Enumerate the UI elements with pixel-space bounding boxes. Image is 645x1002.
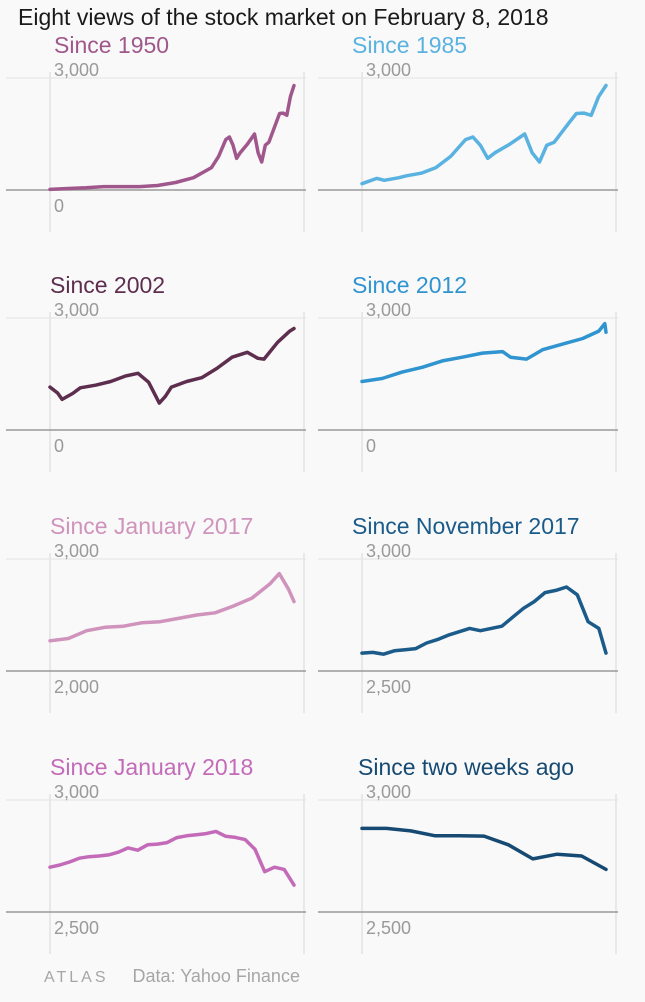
y-tick-label: 3,000 (366, 782, 411, 802)
y-tick-label: 0 (54, 196, 64, 216)
page-title: Eight views of the stock market on Febru… (18, 4, 549, 30)
panel-since-two-weeks-ago: Since two weeks ago 3,000 2,500 (318, 754, 618, 989)
y-tick-label: 2,000 (54, 677, 99, 697)
chart-since-1985: 3,000 (318, 60, 618, 232)
y-tick-label: 3,000 (54, 782, 99, 802)
chart-since-two-weeks-ago: 3,000 2,500 (318, 782, 618, 954)
panel-since-january-2017: Since January 2017 3,000 2,000 (6, 513, 306, 748)
y-tick-label: 2,500 (54, 918, 99, 938)
series-line (360, 826, 608, 872)
panel-since-2002: Since 2002 3,000 0 (6, 272, 306, 507)
series-line (48, 829, 296, 887)
panel-title: Since January 2018 (50, 754, 254, 780)
panel-title: Since 1985 (352, 32, 468, 58)
panel-since-1950: Since 1950 3,000 0 (6, 32, 306, 267)
y-tick-label: 3,000 (366, 541, 411, 561)
chart-since-2002: 3,000 0 (6, 300, 306, 472)
chart-since-january-2018: 3,000 2,500 (6, 782, 306, 954)
panel-since-2012: Since 2012 3,000 0 (318, 272, 618, 507)
panel-since-january-2018: Since January 2018 3,000 2,500 (6, 754, 306, 989)
series-line (48, 326, 296, 405)
y-tick-label: 3,000 (366, 300, 411, 320)
y-tick-label: 0 (54, 436, 64, 456)
chart-since-january-2017: 3,000 2,000 (6, 541, 306, 713)
panel-since-1985: Since 1985 3,000 (318, 32, 618, 267)
series-line (360, 83, 608, 186)
panel-title: Since two weeks ago (358, 754, 575, 780)
y-tick-label: 3,000 (54, 300, 99, 320)
y-tick-label: 2,500 (366, 918, 411, 938)
panel-title: Since 2012 (352, 272, 468, 298)
atlas-logo: ATLAS (44, 969, 109, 986)
y-tick-label: 0 (366, 436, 376, 456)
series-line (360, 585, 608, 656)
panel-since-november-2017: Since November 2017 3,000 2,500 (318, 513, 618, 748)
y-tick-label: 2,500 (366, 677, 411, 697)
y-tick-label: 3,000 (366, 60, 411, 80)
footer: ATLAS Data: Yahoo Finance (44, 966, 300, 987)
series-line (48, 571, 296, 643)
series-line (360, 321, 608, 384)
chart-since-november-2017: 3,000 2,500 (318, 541, 618, 713)
panel-title: Since 2002 (50, 272, 166, 298)
chart-since-1950: 3,000 0 (6, 60, 306, 232)
source-credit: Data: Yahoo Finance (132, 966, 300, 986)
panel-title: Since November 2017 (352, 513, 580, 539)
series-line (48, 83, 296, 192)
y-tick-label: 3,000 (54, 541, 99, 561)
y-tick-label: 3,000 (54, 60, 99, 80)
panel-title: Since 1950 (54, 32, 170, 58)
panel-title: Since January 2017 (50, 513, 254, 539)
chart-since-2012: 3,000 0 (318, 300, 618, 472)
